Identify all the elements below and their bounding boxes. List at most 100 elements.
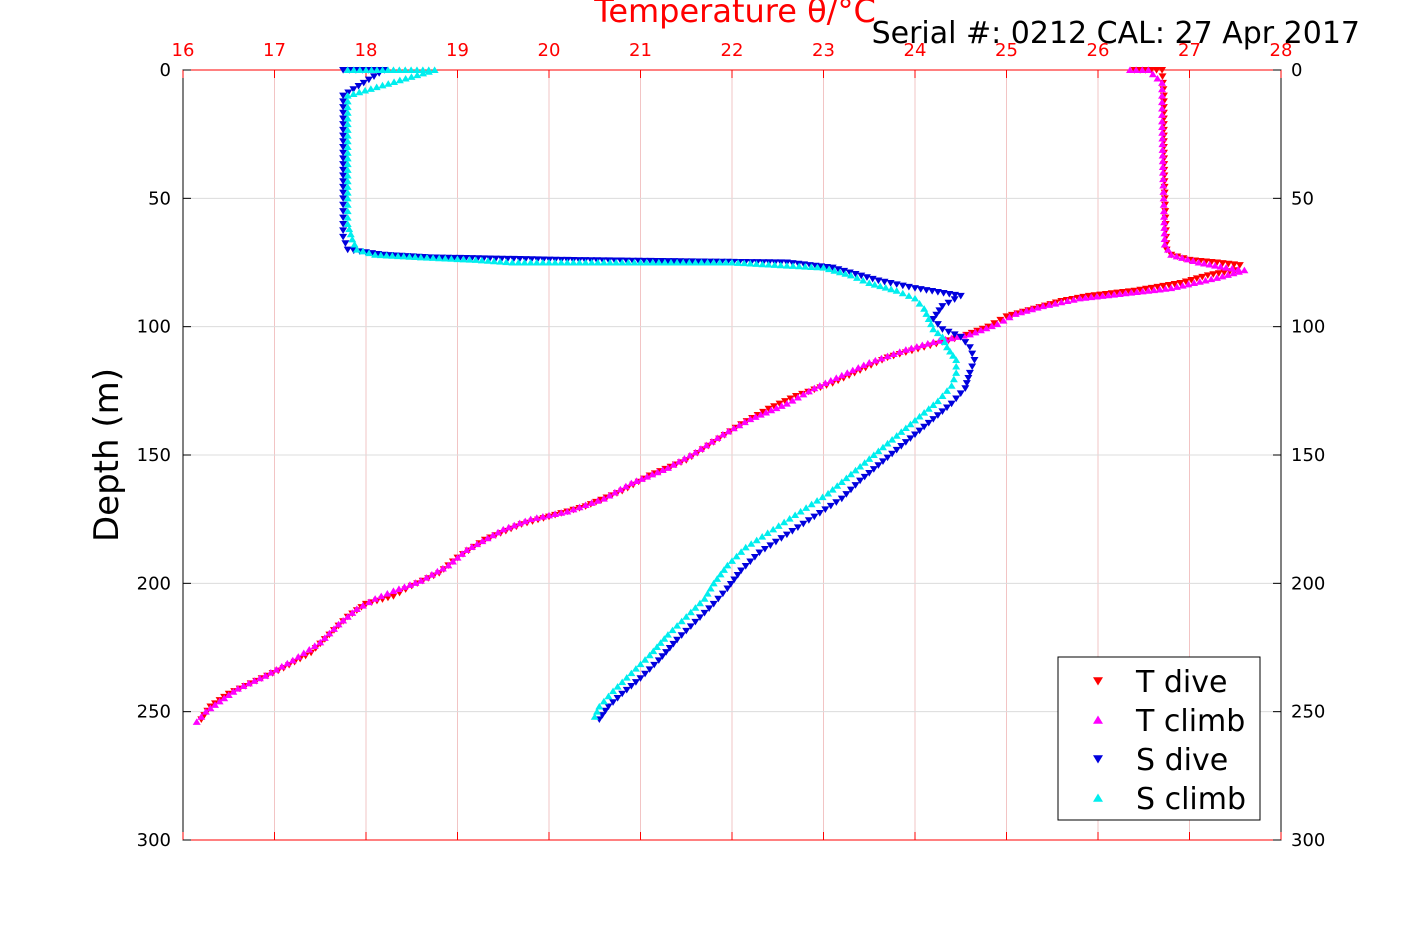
data-point (1235, 262, 1244, 269)
data-point (624, 258, 633, 266)
data-point (943, 404, 952, 412)
data-point (465, 256, 474, 263)
data-point (438, 564, 447, 572)
data-point (325, 629, 334, 637)
data-point (394, 252, 403, 260)
data-point (856, 477, 865, 485)
data-point (956, 292, 965, 300)
data-point (892, 446, 901, 454)
data-point (395, 66, 404, 73)
y-tick-label-right: 50 (1291, 188, 1314, 209)
data-point (730, 576, 739, 584)
data-point (763, 529, 772, 537)
data-point (654, 657, 663, 664)
data-point (1216, 263, 1225, 270)
data-point (897, 428, 906, 435)
data-point (1138, 66, 1147, 73)
data-point (478, 537, 487, 545)
data-point (1155, 285, 1164, 293)
data-point (343, 207, 352, 215)
data-point (471, 256, 480, 263)
data-point (1201, 276, 1210, 284)
data-point (343, 114, 352, 122)
data-point (818, 493, 827, 501)
data-point (632, 477, 641, 485)
data-point (964, 375, 973, 382)
data-point (912, 343, 921, 350)
data-point (718, 430, 727, 438)
data-point (951, 291, 960, 299)
data-point (477, 256, 486, 264)
data-point (1158, 123, 1167, 131)
data-point (1230, 261, 1239, 269)
data-point (996, 316, 1005, 324)
data-point (339, 221, 348, 228)
data-point (371, 595, 380, 602)
data-point (673, 636, 682, 644)
data-point (575, 258, 584, 266)
data-point (362, 66, 370, 73)
y-tick-label-right: 150 (1291, 445, 1325, 466)
data-point (1144, 287, 1153, 294)
data-point (361, 86, 370, 94)
data-point (1160, 224, 1169, 231)
data-point (777, 402, 786, 409)
data-point (755, 549, 764, 557)
data-point (343, 131, 352, 139)
chart-title: Temperature θ/°C (593, 0, 876, 30)
data-point (970, 357, 979, 364)
data-point (949, 375, 958, 383)
data-point (389, 66, 398, 73)
data-point (686, 623, 695, 630)
data-point (343, 66, 352, 73)
data-point (854, 364, 863, 371)
data-point (735, 421, 744, 429)
data-point (509, 255, 518, 263)
data-point (1144, 66, 1153, 73)
data-point (901, 439, 910, 446)
x-tick-label: 24 (904, 40, 927, 61)
data-point (339, 616, 348, 624)
data-point (343, 126, 352, 133)
data-point (211, 701, 220, 708)
data-point (781, 398, 790, 405)
data-point (911, 416, 919, 424)
data-point (376, 251, 385, 259)
data-point (1218, 272, 1227, 280)
data-point (610, 488, 619, 496)
data-point (927, 320, 936, 328)
data-point (631, 679, 640, 686)
data-point (215, 697, 224, 705)
data-point (649, 647, 658, 655)
data-point (691, 604, 700, 611)
data-point (772, 404, 781, 412)
data-point (488, 531, 497, 539)
data-point (843, 369, 852, 376)
data-point (801, 263, 810, 270)
data-point (557, 509, 566, 516)
data-point (935, 307, 944, 315)
data-point (1240, 266, 1249, 274)
y-tick-label-left: 150 (137, 445, 171, 466)
data-point (272, 665, 281, 673)
data-point (343, 160, 352, 168)
data-point (1184, 280, 1193, 288)
legend-entry: S dive (1136, 743, 1228, 778)
x-tick-label: 18 (355, 40, 378, 61)
data-point (782, 531, 791, 539)
data-point (758, 260, 767, 268)
data-point (343, 143, 352, 150)
data-point (1158, 73, 1167, 81)
data-point (551, 258, 560, 266)
y-tick-label-left: 0 (160, 60, 171, 81)
data-point (976, 326, 985, 334)
data-point (1159, 194, 1168, 202)
data-point (676, 258, 685, 265)
data-point (824, 489, 833, 497)
data-point (764, 260, 773, 268)
data-point (1195, 278, 1204, 285)
data-point (714, 595, 723, 603)
data-point (261, 672, 270, 679)
data-point (1051, 299, 1060, 307)
data-point (1158, 140, 1167, 148)
